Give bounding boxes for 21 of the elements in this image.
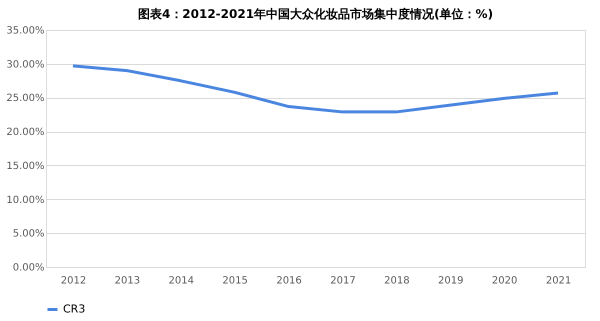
x-tick-label: 2014 [168,276,194,286]
y-tick-label: 5.00% [12,228,44,240]
x-tick-label: 2018 [384,276,410,286]
y-tick-label: 0.00% [12,262,44,274]
x-tick-label: 2012 [60,276,86,286]
line-series [71,64,560,114]
x-tick-label: 2015 [222,276,248,286]
x-tick-label: 2019 [438,276,464,286]
chart-title: 图表4：2012-2021年中国大众化妆品市场集中度情况(单位：%) [138,7,494,21]
legend-label: CR3 [63,302,86,316]
x-tick-label: 2021 [546,276,572,286]
y-tick-label: 30.00% [6,59,44,70]
y-tick-label: 15.00% [6,160,44,172]
x-tick-label: 2020 [492,276,518,286]
x-tick-label: 2013 [114,276,140,286]
y-tick-label: 10.00% [6,194,44,206]
y-tick-label: 25.00% [6,93,44,104]
y-tick-label: 35.00% [6,26,44,36]
x-tick-label: 2016 [276,276,302,286]
x-tick-label: 2017 [330,276,356,286]
y-tick-label: 20.00% [6,127,44,138]
